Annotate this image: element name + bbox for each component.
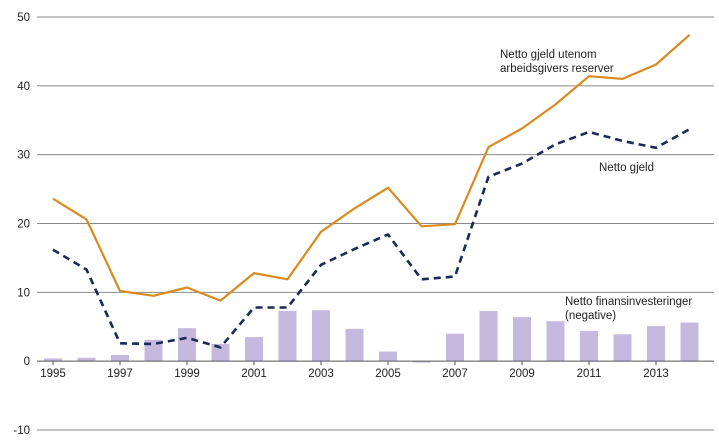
netto-gjeld-utenom-line <box>52 34 691 302</box>
bar <box>178 328 196 362</box>
x-tick-label: 2003 <box>308 368 334 380</box>
x-tick-label: 2013 <box>643 368 669 380</box>
x-tick-label: 2009 <box>509 368 535 380</box>
bar <box>647 326 665 362</box>
label-orange-line-1: Netto gjeld utenom <box>500 49 597 61</box>
y-tick-label: 20 <box>17 219 30 231</box>
x-tick-label: 2011 <box>577 368 602 380</box>
y-tick-label: 10 <box>17 287 30 299</box>
label-dashed-line: Netto gjeld <box>599 162 654 174</box>
x-tick-label: 2005 <box>375 368 401 380</box>
bar <box>245 337 263 362</box>
y-tick-label: 40 <box>17 81 30 93</box>
bar <box>77 357 96 362</box>
bar <box>412 361 431 363</box>
bar <box>312 310 330 362</box>
bar <box>44 358 62 362</box>
bar <box>546 321 565 362</box>
label-bar-series-2: (negative) <box>565 310 616 322</box>
label-bar-series-1: Netto finansinvesteringer <box>565 296 692 308</box>
x-tick-label: 1995 <box>40 368 66 380</box>
netto-gjeld-line <box>52 128 691 349</box>
y-tick-label: 30 <box>17 150 30 162</box>
x-tick-labels: 1995 1997 1999 2001 2003 2005 2007 2009 2011 2013 <box>40 361 669 380</box>
bar <box>613 334 632 362</box>
line-series <box>52 34 691 349</box>
gridlines <box>37 16 714 431</box>
bar <box>211 343 230 362</box>
x-tick-label: 1997 <box>107 368 133 380</box>
bar <box>580 330 598 362</box>
bar <box>379 351 397 362</box>
bar <box>278 310 297 362</box>
bar <box>680 322 699 362</box>
x-tick-label: 2001 <box>241 368 267 380</box>
bar <box>513 317 531 362</box>
y-tick-label: -10 <box>13 425 30 437</box>
bar <box>111 354 129 362</box>
bar <box>345 328 364 362</box>
bar-series <box>44 310 699 363</box>
y-tick-labels: -10 0 10 20 30 40 50 <box>13 12 30 437</box>
bar <box>479 310 498 362</box>
x-tick-label: 1999 <box>174 368 200 380</box>
y-tick-label: 50 <box>17 12 30 24</box>
bar <box>446 333 464 362</box>
y-tick-label: 0 <box>24 356 30 368</box>
x-tick-label: 2007 <box>442 368 468 380</box>
label-orange-line-2: arbeidsgivers reserver <box>500 63 614 75</box>
